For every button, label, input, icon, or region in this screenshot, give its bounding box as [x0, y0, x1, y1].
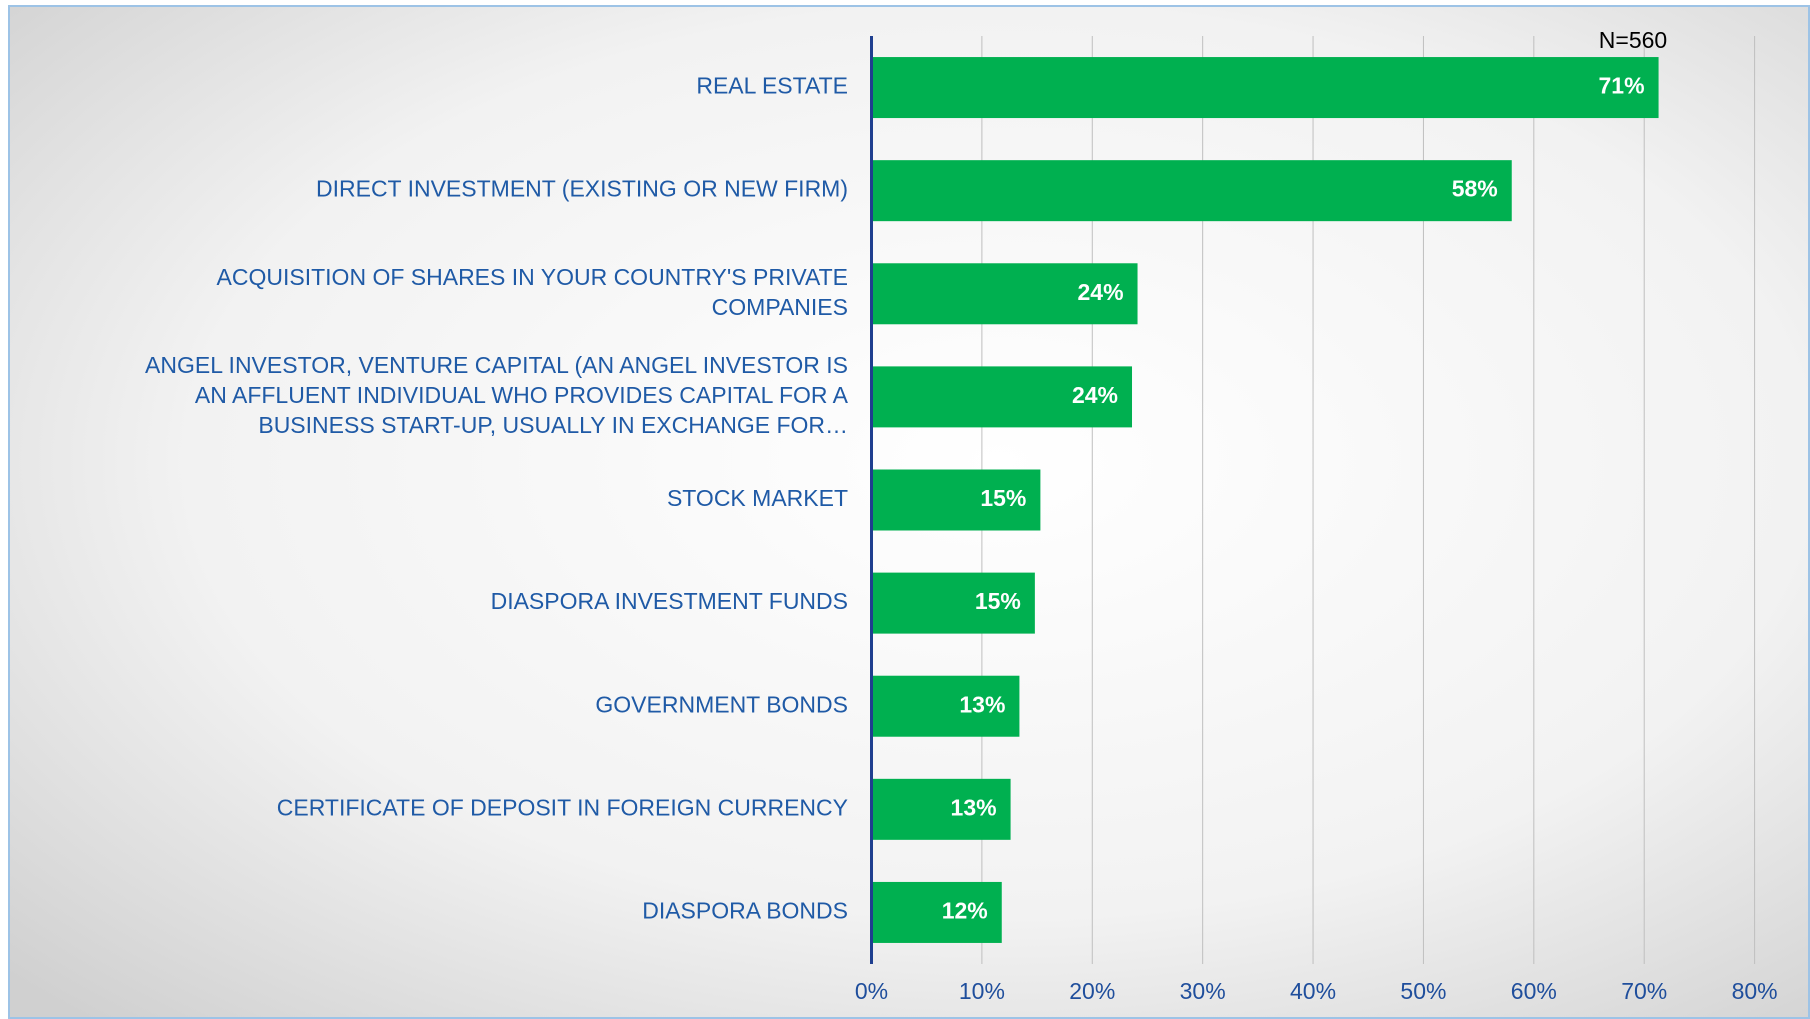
x-tick-label: 30%	[1180, 978, 1226, 1004]
category-label: REAL ESTATE	[696, 73, 848, 99]
data-label: 24%	[1077, 279, 1123, 305]
x-tick-label: 10%	[959, 978, 1005, 1004]
bar	[871, 366, 1133, 428]
bars: 71% REAL ESTATE 58% DIRECT INVESTMENT (EXIS…	[145, 57, 1659, 943]
data-label: 71%	[1599, 73, 1645, 99]
data-label: 13%	[951, 794, 997, 820]
x-tick-label: 80%	[1732, 978, 1778, 1004]
annotation: N=560	[1599, 27, 1667, 53]
x-tick-label: 50%	[1400, 978, 1446, 1004]
data-label: 24%	[1072, 382, 1118, 408]
data-label: 13%	[959, 691, 1005, 717]
category-label: DIRECT INVESTMENT (EXISTING OR NEW FIRM)	[316, 176, 848, 202]
category-label: ACQUISITION OF SHARES IN YOUR COUNTRY'S …	[217, 264, 848, 320]
data-label: 58%	[1452, 176, 1498, 202]
category-label: CERTIFICATE OF DEPOSIT IN FOREIGN CURREN…	[277, 794, 848, 820]
x-tick-label: 40%	[1290, 978, 1336, 1004]
data-label: 15%	[975, 588, 1021, 614]
bar	[871, 160, 1512, 222]
category-label: DIASPORA BONDS	[642, 898, 848, 924]
x-tick-label: 70%	[1621, 978, 1667, 1004]
data-label: 15%	[980, 485, 1026, 511]
category-label: GOVERNMENT BONDS	[595, 691, 848, 717]
x-tick-label: 20%	[1069, 978, 1115, 1004]
category-label: STOCK MARKET	[667, 485, 848, 511]
grid: 0% 10% 20% 30% 40% 50% 60% 70% 80%	[855, 36, 1778, 1004]
bar	[871, 675, 1020, 737]
bar	[871, 572, 1035, 634]
bar	[871, 469, 1041, 531]
bar	[871, 57, 1659, 119]
x-tick-label: 0%	[855, 978, 888, 1004]
data-label: 12%	[942, 898, 988, 924]
bar	[871, 778, 1011, 840]
bar	[871, 881, 1002, 943]
category-label: DIASPORA INVESTMENT FUNDS	[491, 588, 848, 614]
x-tick-label: 60%	[1511, 978, 1557, 1004]
category-label: ANGEL INVESTOR, VENTURE CAPITAL (AN ANGE…	[145, 352, 849, 438]
bar	[871, 263, 1138, 325]
